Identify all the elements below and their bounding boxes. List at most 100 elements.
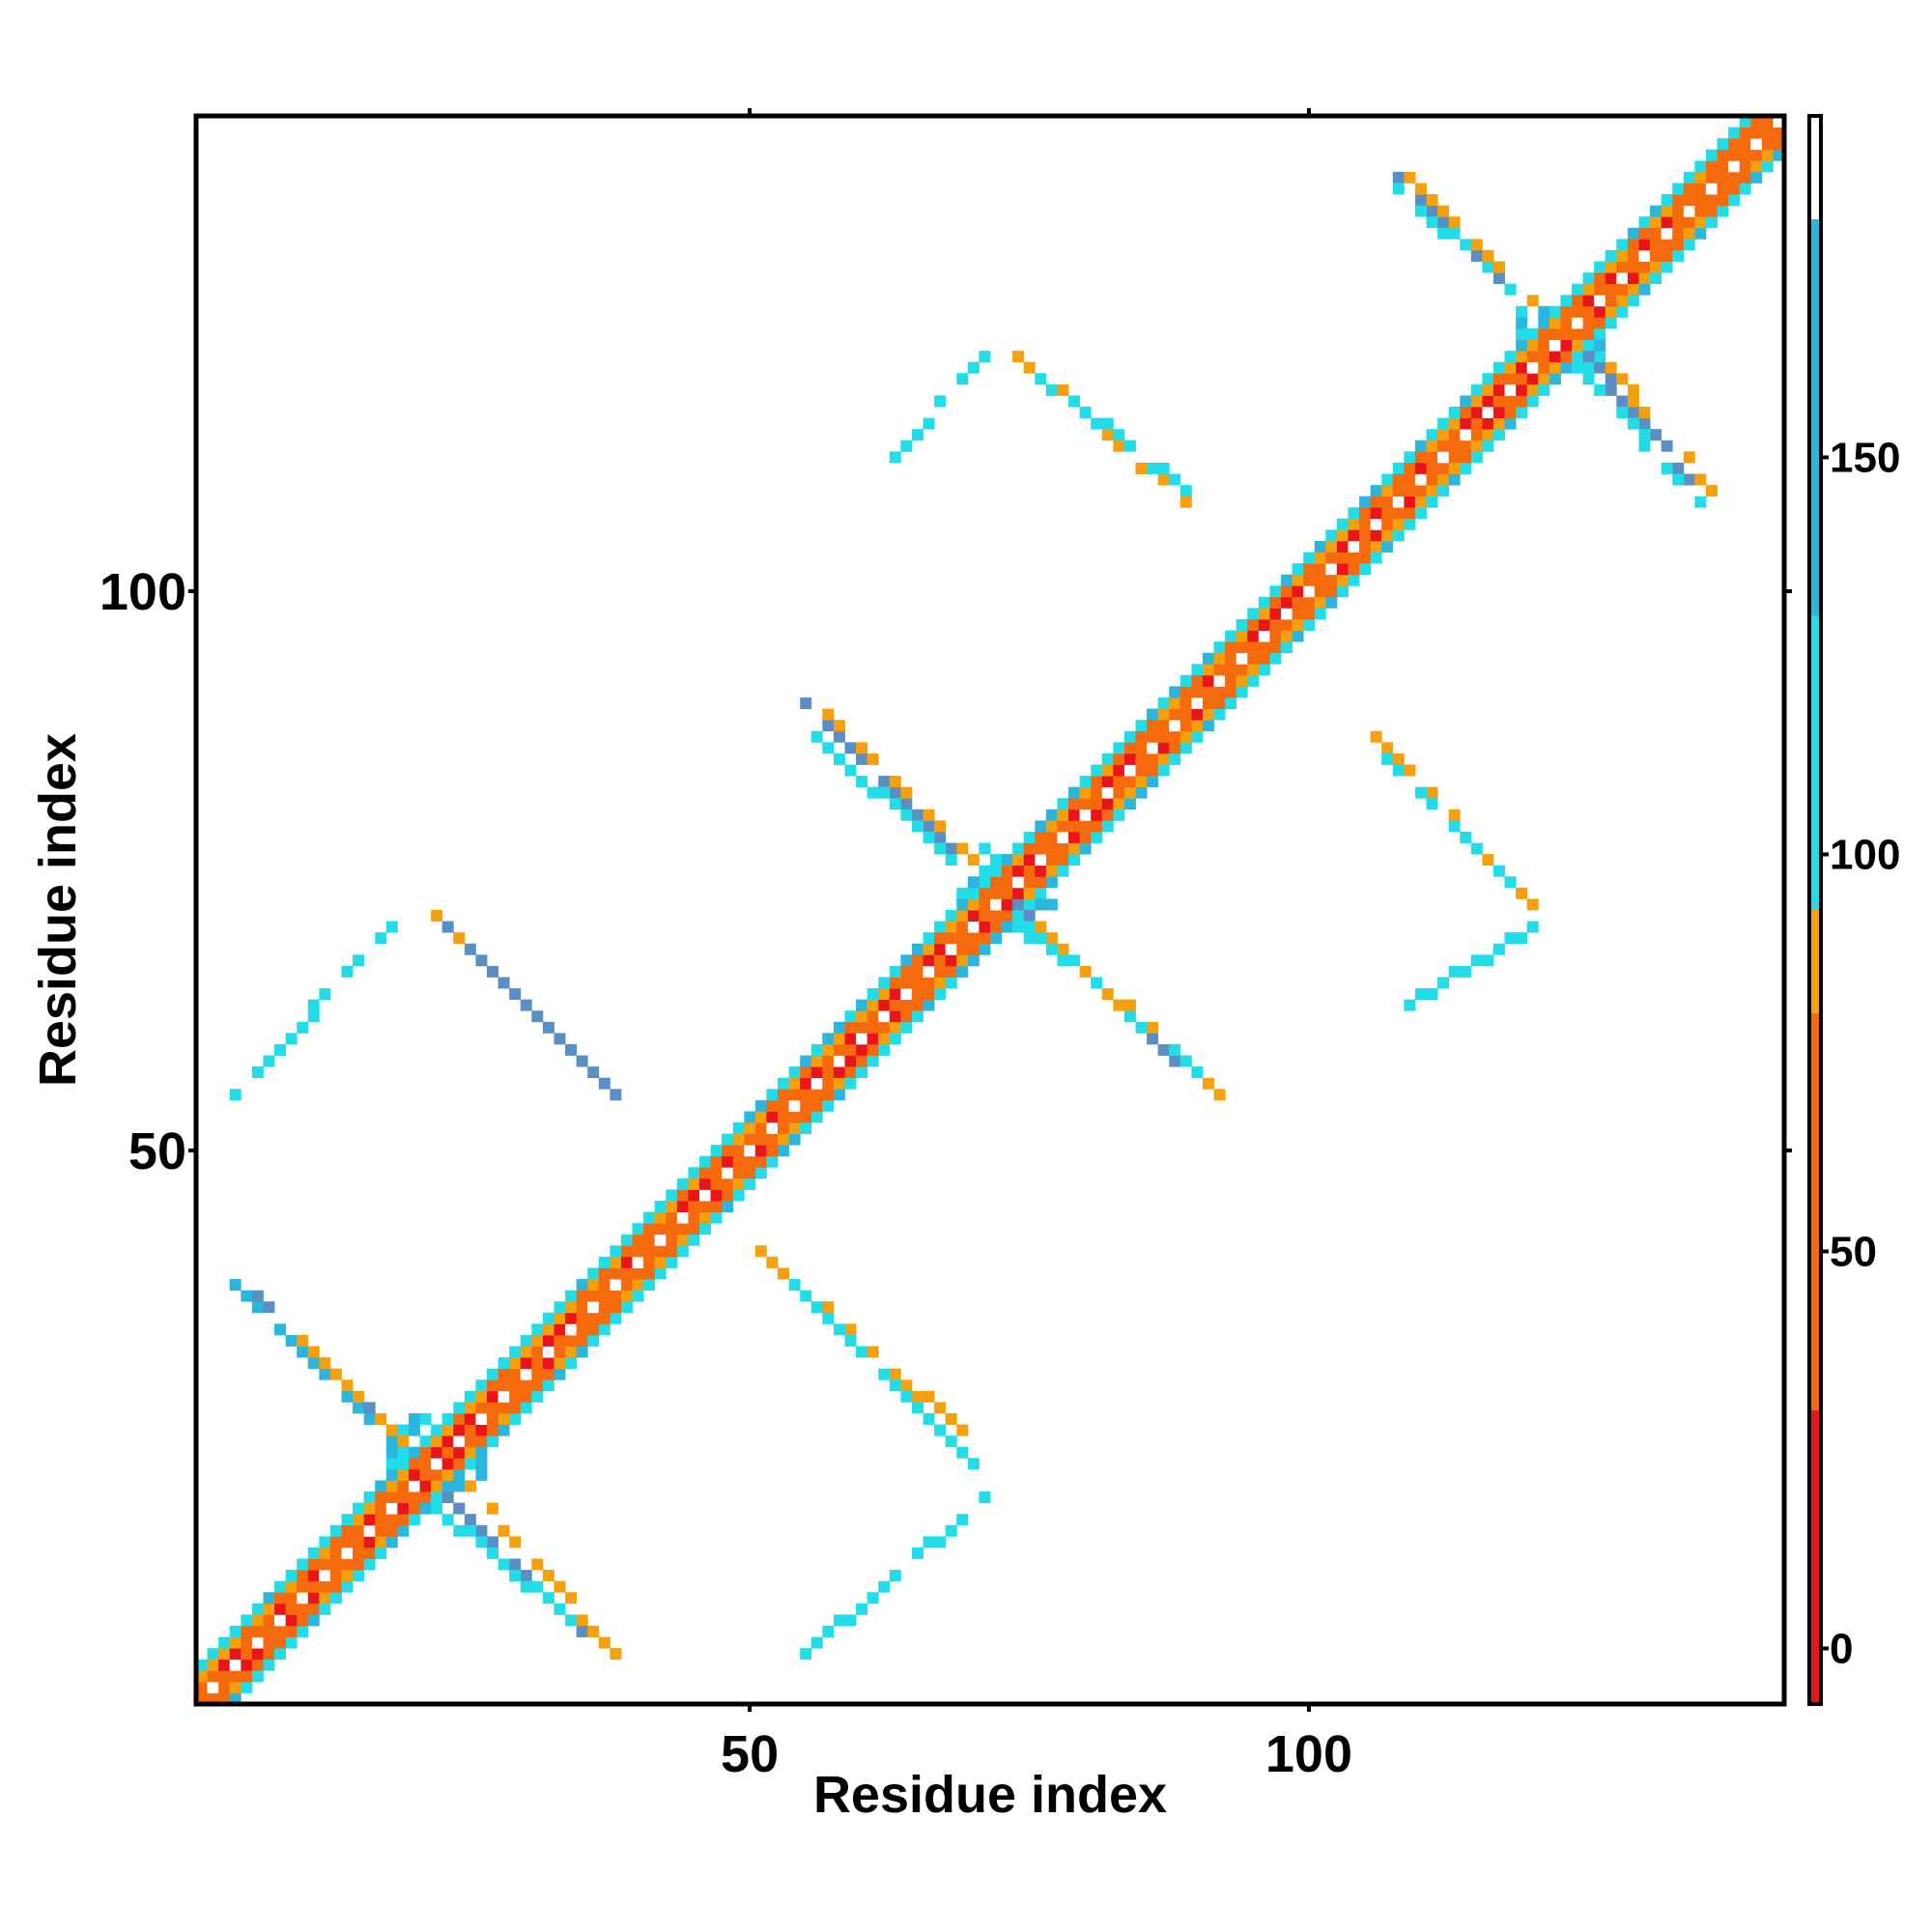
heatmap-cell (1045, 384, 1058, 396)
heatmap-cell (207, 1692, 219, 1705)
heatmap-cell (1470, 417, 1483, 430)
heatmap-cell (1045, 809, 1058, 821)
heatmap-cell (778, 1111, 790, 1123)
heatmap-cell (576, 1323, 588, 1336)
heatmap-cell (990, 932, 1002, 945)
heatmap-cell (856, 742, 868, 754)
heatmap-cell (822, 1043, 835, 1056)
heatmap-cell (979, 842, 991, 855)
heatmap-cell (710, 1167, 723, 1179)
heatmap-cell (1213, 641, 1226, 654)
heatmap-cell (1113, 798, 1125, 810)
heatmap-cell (554, 1312, 566, 1324)
heatmap-cell (1516, 373, 1528, 385)
heatmap-cell (1582, 295, 1595, 307)
heatmap-cell (1068, 954, 1081, 967)
heatmap-cell (453, 1458, 466, 1470)
heatmap-cell (1739, 149, 1751, 161)
heatmap-cell (1492, 272, 1505, 285)
heatmap-cell (1761, 116, 1774, 128)
heatmap-cell (1147, 720, 1159, 732)
heatmap-cell (1694, 227, 1707, 240)
heatmap-cell (1269, 618, 1282, 631)
heatmap-cell (565, 1346, 578, 1358)
heatmap-cell (1750, 160, 1763, 173)
heatmap-cell (1012, 854, 1025, 867)
heatmap-cell (1336, 518, 1349, 530)
heatmap-cell (654, 1211, 667, 1224)
heatmap-cell (598, 1267, 611, 1280)
heatmap-cell (1023, 876, 1036, 889)
heatmap-cell (1426, 429, 1438, 441)
heatmap-cell (1460, 462, 1472, 474)
heatmap-cell (531, 1010, 544, 1023)
heatmap-cell (1761, 127, 1774, 139)
heatmap-cell (1705, 485, 1718, 497)
heatmap-cell (1717, 194, 1729, 207)
heatmap-cell (1661, 239, 1673, 251)
heatmap-cell (1605, 295, 1617, 307)
heatmap-cell (464, 943, 476, 955)
heatmap-cell (1572, 351, 1584, 363)
heatmap-cell (1045, 831, 1058, 843)
heatmap-cell (475, 1390, 488, 1403)
heatmap-cell (1694, 496, 1707, 508)
heatmap-cell (788, 1122, 801, 1134)
heatmap-cell (1548, 373, 1561, 385)
heatmap-cell (654, 1245, 667, 1258)
heatmap-cell (945, 943, 957, 955)
heatmap-cell (1303, 596, 1316, 609)
heatmap-cell (911, 1402, 923, 1414)
heatmap-cell (867, 1033, 879, 1045)
heatmap-cell (1705, 149, 1718, 161)
heatmap-cell (1594, 361, 1606, 374)
heatmap-cell (1548, 339, 1561, 352)
heatmap-cell (666, 1201, 678, 1212)
heatmap-cell (1147, 764, 1159, 777)
heatmap-cell (732, 1189, 745, 1202)
heatmap-cell (1683, 227, 1695, 240)
heatmap-cell (1045, 898, 1058, 911)
heatmap-cell (1057, 865, 1069, 877)
colorbar-tick-label: 0 (1830, 1625, 1853, 1672)
heatmap-cell (1538, 317, 1550, 329)
heatmap-cell (1258, 608, 1270, 620)
heatmap-cell (979, 910, 991, 922)
heatmap-cell (1179, 730, 1192, 743)
heatmap-cell (979, 943, 991, 955)
heatmap-cell (431, 1458, 443, 1470)
heatmap-cell (576, 1334, 588, 1347)
heatmap-cell (1179, 686, 1192, 698)
heatmap-cell (1392, 485, 1405, 497)
heatmap-cell (1269, 641, 1282, 654)
heatmap-cell (1448, 216, 1461, 229)
heatmap-cell (1001, 887, 1013, 899)
heatmap-cell (1672, 227, 1685, 240)
heatmap-cell (1594, 272, 1606, 285)
heatmap-cell (1437, 473, 1450, 486)
heatmap-cell (1694, 171, 1707, 184)
heatmap-cell (565, 1043, 578, 1056)
heatmap-cell (1616, 295, 1629, 307)
heatmap-cell (341, 1379, 354, 1392)
heatmap-cell (1470, 440, 1483, 452)
heatmap-cell (341, 1524, 354, 1537)
heatmap-cell (587, 1066, 600, 1079)
heatmap-cell (385, 1524, 398, 1537)
heatmap-cell (1526, 339, 1539, 352)
heatmap-cell (1661, 216, 1673, 229)
heatmap-cell (431, 910, 443, 922)
heatmap-cell (1627, 227, 1639, 240)
heatmap-cell (788, 1099, 801, 1112)
heatmap-cell (319, 1580, 331, 1593)
heatmap-cell (1773, 116, 1785, 128)
heatmap-cell (1091, 798, 1103, 810)
heatmap-cell (1236, 664, 1248, 676)
heatmap-cell (1370, 485, 1382, 497)
heatmap-cell (1683, 171, 1695, 184)
heatmap-cell (1638, 227, 1651, 240)
heatmap-cell (319, 1547, 331, 1559)
heatmap-cell (956, 1424, 969, 1436)
heatmap-cell (509, 1346, 522, 1358)
heatmap-cell (632, 1256, 644, 1268)
